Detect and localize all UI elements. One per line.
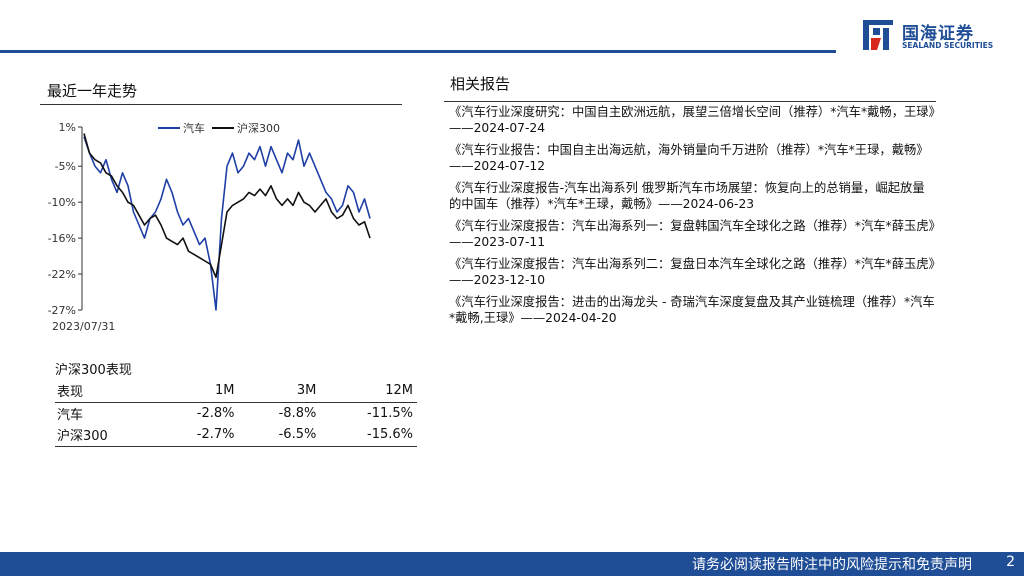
series-line-auto [83,136,371,311]
sealand-logo: 国海证券 SEALAND SECURITIES [861,16,1011,60]
trend-title-rule [40,104,402,105]
logo-name-en: SEALAND SECURITIES [902,41,994,50]
footer-disclaimer: 请务必阅读报告附注中的风险提示和免责声明 [692,557,972,573]
related-title-rule [444,101,936,102]
report-link[interactable]: 《汽车行业深度报告：进击的出海龙头 - 奇瑞汽车深度复盘及其产业链梳理（推荐）*… [449,295,935,325]
trend-chart: 1% -5% -10% -16% -22% -27% 汽车 沪深300 2023/07/31 [48,121,371,333]
y-tick-label: -16% [48,232,76,245]
table-cell: 沪深300 [55,424,157,447]
table-cell: -15.6% [320,424,417,447]
y-tick-label: -10% [48,196,76,209]
trend-title: 最近一年走势 [47,82,138,100]
performance-title: 沪深300表现 [55,363,132,378]
chart-legend: 汽车 沪深300 [158,121,280,135]
col-header: 3M [238,380,321,403]
table-cell: -2.8% [196,405,235,421]
performance-table: 表现 1M 3M 12M 汽车 -2.8% -8.8% -11.5% 沪深300… [55,380,417,447]
footer-bar: 请务必阅读报告附注中的风险提示和免责声明 2 [0,552,1024,576]
series-line-hs300 [83,133,371,279]
col-header: 表现 [55,380,157,403]
related-reports-list: 《汽车行业深度研究：中国自主欧洲远航，展望三倍增长空间（推荐）*汽车*戴畅，王琭… [449,104,935,332]
table-cell: -11.5% [367,405,413,421]
table-cell: -8.8% [278,405,317,421]
legend-label: 沪深300 [237,121,280,135]
table-cell: 汽车 [57,407,84,423]
sealand-logo-icon [863,20,893,50]
header-rule [0,50,836,53]
y-tick-label: 1% [59,121,76,134]
col-header: 12M [320,380,417,403]
y-tick-label: -5% [55,160,76,173]
report-link[interactable]: 《汽车行业深度报告：汽车出海系列一：复盘韩国汽车全球化之路（推荐）*汽车*薛玉虎… [449,219,935,249]
report-link[interactable]: 《汽车行业深度研究：中国自主欧洲远航，展望三倍增长空间（推荐）*汽车*戴畅，王琭… [449,105,935,135]
report-link[interactable]: 《汽车行业深度报告-汽车出海系列 俄罗斯汽车市场展望：恢复向上的总销量，崛起放量… [449,181,925,211]
table-header-row: 表现 1M 3M 12M [55,380,417,403]
table-row: 汽车 -2.8% -8.8% -11.5% [55,402,417,424]
x-start-label: 2023/07/31 [52,320,115,333]
chart-series [83,133,371,311]
y-axis: 1% -5% -10% -16% -22% -27% [48,121,83,317]
logo-name-cn: 国海证券 [902,24,974,44]
report-link[interactable]: 《汽车行业深度报告：汽车出海系列二：复盘日本汽车全球化之路（推荐）*汽车*薛玉虎… [449,257,935,287]
table-row: 沪深300 -2.7% -6.5% -15.6% [55,424,417,447]
report-link[interactable]: 《汽车行业报告：中国自主出海远航，海外销量向千万进阶（推荐）*汽车*王琭，戴畅》… [449,143,929,173]
legend-label: 汽车 [183,121,205,135]
related-reports-title: 相关报告 [450,75,511,93]
table-cell: -6.5% [238,424,321,447]
page-number: 2 [1006,554,1015,570]
y-tick-label: -22% [48,268,76,281]
y-tick-label: -27% [48,304,76,317]
col-header: 1M [156,380,239,403]
table-cell: -2.7% [156,424,239,447]
